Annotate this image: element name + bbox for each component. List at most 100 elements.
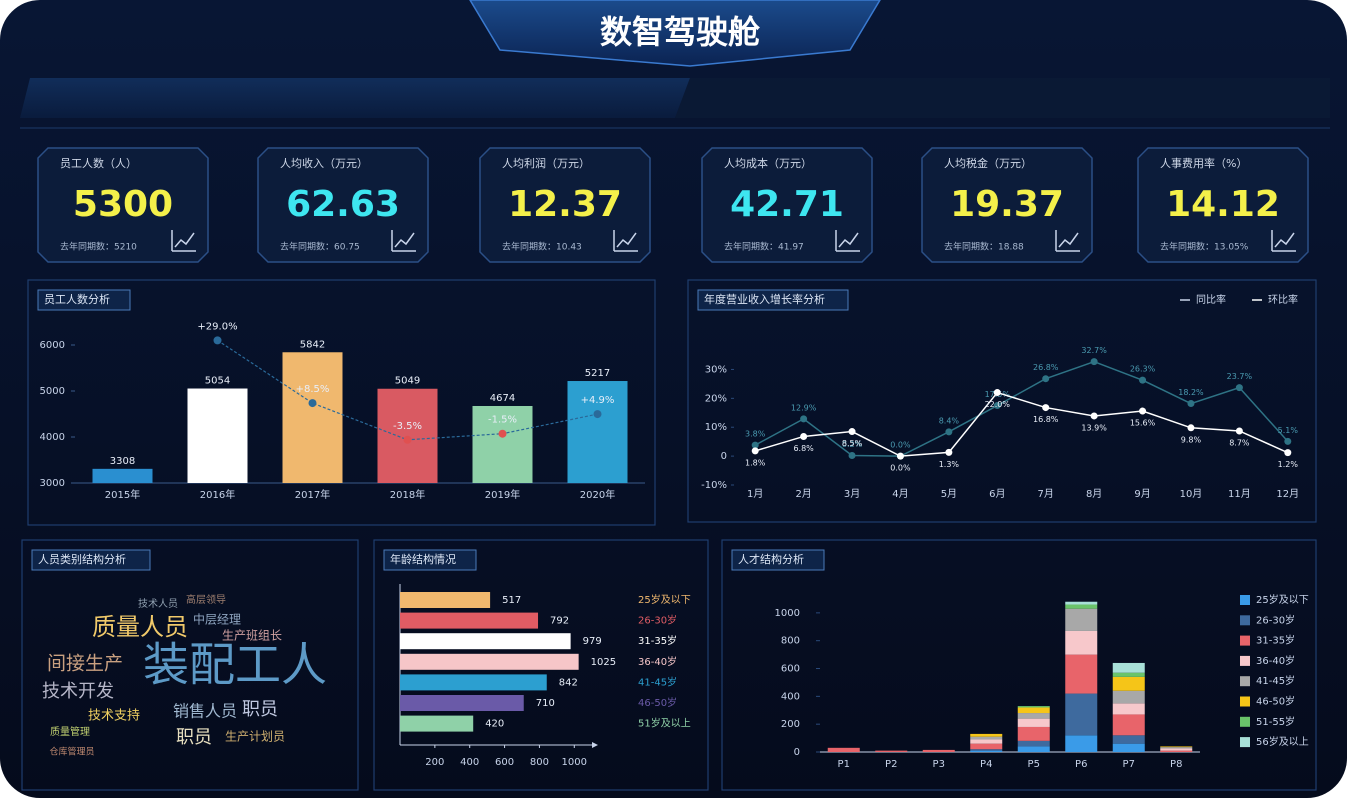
- series-point: [1284, 437, 1292, 445]
- page-title: 数智驾驶舱: [600, 13, 761, 51]
- growth-point: [403, 435, 412, 444]
- bar-label: 5842: [300, 339, 325, 350]
- kpi-icon: [174, 232, 195, 248]
- y-tick-label: -10%: [701, 480, 727, 491]
- word: 高层领导: [186, 593, 226, 606]
- series-point: [751, 441, 759, 449]
- panel-tag: [37, 289, 131, 311]
- bar-segment: [970, 733, 1003, 737]
- series-point: [848, 428, 856, 436]
- panel: [687, 279, 1317, 523]
- point-label: 9.8%: [1181, 435, 1202, 444]
- growth-point: [498, 429, 507, 438]
- x-tick-label: P7: [1123, 759, 1135, 770]
- series-point: [1235, 427, 1243, 435]
- word: 中层经理: [193, 612, 241, 627]
- word: 技术人员: [138, 597, 178, 610]
- point-label: 6.8%: [793, 444, 814, 453]
- point-label: 8.5%: [842, 439, 863, 448]
- x-tick-label: P2: [885, 759, 897, 770]
- bar-segment: [1017, 707, 1050, 714]
- kpi-value: 62.63: [286, 184, 400, 225]
- bar: [400, 695, 524, 711]
- y-tick-label: 6000: [40, 340, 65, 351]
- series-point: [993, 402, 1001, 410]
- panel-tag: [31, 549, 151, 571]
- growth-label: +29.0%: [197, 321, 237, 332]
- point-label: 18.2%: [1178, 388, 1204, 397]
- bar-segment: [1160, 750, 1193, 752]
- category-label: 41-45岁: [638, 675, 677, 688]
- x-tick-label: P3: [933, 759, 945, 770]
- legend-swatch: [1240, 615, 1250, 626]
- word: 仓库管理员: [49, 746, 94, 758]
- growth-label: +8.5%: [296, 384, 330, 395]
- bar-segment: [1112, 703, 1145, 715]
- x-tick-label: 2017年: [295, 488, 330, 501]
- y-tick-label: 4000: [40, 432, 65, 443]
- legend-label: 51-55岁: [1256, 715, 1295, 728]
- panel-tag: [383, 549, 477, 571]
- word: 装配工人: [143, 638, 327, 692]
- x-tick-label: P4: [980, 759, 992, 770]
- bar-label: 5054: [205, 376, 230, 387]
- kpi-sub: 去年同期数：18.88: [944, 241, 1024, 253]
- kpi-icon: [838, 232, 859, 248]
- kpi-label: 人事费用率（%）: [1160, 156, 1247, 170]
- header-band: [20, 78, 690, 118]
- growth-point: [308, 399, 317, 408]
- growth-label: -1.5%: [488, 415, 517, 426]
- x-tick-label: 4月: [892, 488, 908, 500]
- bar-label: 3308: [110, 456, 135, 467]
- legend-swatch: [1240, 676, 1250, 687]
- panel-title: 员工人数分析: [44, 292, 110, 306]
- legend-swatch: [1240, 655, 1250, 666]
- kpi-icon: [1274, 232, 1295, 248]
- word: 间接生产: [47, 653, 123, 675]
- series-point: [896, 452, 904, 460]
- x-tick-label: P5: [1028, 759, 1040, 770]
- bar-segment: [1017, 713, 1050, 719]
- word: 销售人员: [173, 702, 237, 721]
- point-label: 3.8%: [745, 430, 766, 439]
- bar-segment: [875, 750, 908, 752]
- kpi-card: [479, 147, 651, 263]
- kpi-sub: 去年同期数：60.75: [280, 241, 360, 253]
- word: 技术支持: [88, 709, 140, 724]
- series-point: [1042, 404, 1050, 412]
- x-tick-label: P6: [1075, 759, 1087, 770]
- bar-label: 792: [550, 616, 569, 627]
- x-tick-label: 1000: [562, 757, 587, 768]
- kpi-label: 员工人数（人）: [60, 157, 137, 170]
- kpi-icon: [616, 232, 637, 248]
- legend-label: 46-50岁: [1256, 695, 1295, 708]
- point-label: 22.0%: [985, 400, 1011, 409]
- word: 质量人员: [92, 613, 188, 641]
- bar-label: 5217: [585, 368, 610, 379]
- bar-segment: [1112, 672, 1145, 677]
- bar-segment: [1112, 662, 1145, 673]
- bar-segment: [1017, 706, 1050, 708]
- legend-label: 36-40岁: [1256, 654, 1295, 667]
- word: 职员: [242, 699, 278, 720]
- legend-label: 41-45岁: [1256, 674, 1295, 687]
- point-label: 5.1%: [1278, 426, 1299, 435]
- y-tick-label: 3000: [40, 478, 65, 489]
- kpi-sub: 去年同期数：10.43: [502, 241, 582, 253]
- series-point: [1090, 412, 1098, 420]
- point-label: 13.9%: [1081, 423, 1107, 432]
- point-label: 0.2%: [842, 440, 863, 449]
- y-tick-label: 5000: [40, 386, 65, 397]
- kpi-label: 人均收入（万元）: [280, 156, 368, 170]
- kpi-card: [701, 147, 873, 263]
- legend-swatch: [1240, 696, 1250, 707]
- bar: [400, 592, 491, 608]
- x-tick-label: 6月: [989, 488, 1005, 500]
- point-label: 0.0%: [890, 441, 911, 450]
- y-tick-label: 0: [794, 747, 800, 758]
- x-tick-label: 2月: [795, 488, 811, 500]
- kpi-label: 人均利润（万元）: [502, 156, 590, 170]
- growth-label: +4.9%: [581, 395, 615, 406]
- x-tick-label: 1月: [747, 488, 763, 500]
